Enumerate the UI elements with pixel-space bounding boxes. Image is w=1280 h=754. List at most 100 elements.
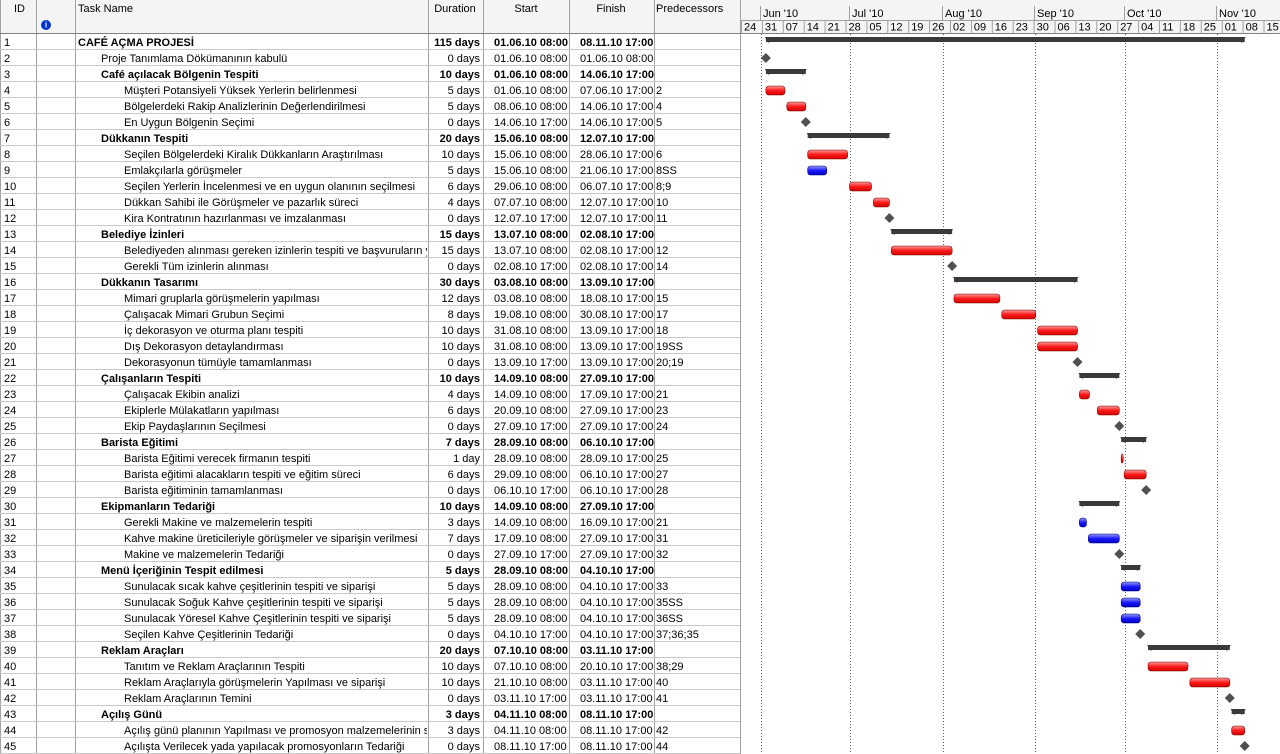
task-name: Café açılacak Bölgenin Tespiti bbox=[101, 69, 259, 81]
week-label: 12 bbox=[890, 21, 902, 33]
task-duration: 15 days bbox=[441, 245, 480, 257]
summary-end bbox=[890, 229, 899, 235]
task-name: Çalışanların Tespiti bbox=[101, 373, 201, 385]
table-header bbox=[0, 0, 740, 34]
task-name: Barista eğitiminin tamamlanması bbox=[124, 485, 283, 497]
task-name: Ekip Paydaşlarının Seçilmesi bbox=[124, 421, 266, 433]
summary-end bbox=[798, 69, 807, 75]
task-id: 11 bbox=[4, 197, 15, 209]
task-start: 14.09.10 08:00 bbox=[494, 517, 567, 529]
column-header[interactable]: Predecessors bbox=[656, 3, 724, 15]
task-predecessors: 5 bbox=[656, 117, 662, 129]
task-finish: 04.10.10 17:00 bbox=[580, 581, 653, 593]
task-duration: 0 days bbox=[448, 421, 481, 433]
task-predecessors: 32 bbox=[656, 549, 668, 561]
task-id: 15 bbox=[4, 261, 16, 273]
task-finish: 14.06.10 17:00 bbox=[580, 117, 653, 129]
task-start: 28.09.10 08:00 bbox=[494, 613, 567, 625]
column-header[interactable]: Task Name bbox=[78, 3, 133, 15]
task-finish: 08.11.10 17:00 bbox=[580, 725, 653, 737]
task-finish: 27.09.10 17:00 bbox=[580, 405, 653, 417]
task-name: Açılış günü planının Yapılması ve promos… bbox=[124, 725, 438, 737]
column-header[interactable]: Finish bbox=[596, 3, 625, 15]
task-finish: 13.09.10 17:00 bbox=[580, 277, 654, 289]
task-duration: 0 days bbox=[448, 629, 481, 641]
task-duration: 0 days bbox=[448, 261, 481, 273]
task-bar bbox=[1123, 469, 1147, 480]
task-start: 13.07.10 08:00 bbox=[494, 229, 568, 241]
task-finish: 27.09.10 17:00 bbox=[580, 421, 653, 433]
task-finish: 20.10.10 17:00 bbox=[580, 661, 653, 673]
task-predecessors: 42 bbox=[656, 725, 668, 737]
task-id: 34 bbox=[4, 565, 16, 577]
task-duration: 10 days bbox=[440, 501, 480, 513]
task-name: Sunulacak Soğuk Kahve çeşitlerinin tespi… bbox=[124, 597, 383, 609]
task-start: 13.07.10 08:00 bbox=[494, 245, 567, 257]
task-finish: 03.11.10 17:00 bbox=[580, 693, 653, 705]
summary-end bbox=[1237, 37, 1246, 43]
column-header[interactable]: Duration bbox=[434, 3, 476, 15]
task-bar bbox=[765, 85, 786, 96]
task-bar bbox=[1096, 405, 1120, 416]
summary-end bbox=[1237, 709, 1246, 715]
task-start: 28.09.10 08:00 bbox=[494, 581, 567, 593]
task-duration: 6 days bbox=[448, 405, 481, 417]
task-start: 15.06.10 08:00 bbox=[494, 149, 567, 161]
task-predecessors: 24 bbox=[656, 421, 668, 433]
task-predecessors: 19SS bbox=[656, 341, 683, 353]
task-finish: 14.06.10 17:00 bbox=[580, 101, 653, 113]
task-duration: 3 days bbox=[448, 517, 481, 529]
task-name: Tanıtım ve Reklam Araçlarının Tespiti bbox=[124, 661, 305, 673]
task-predecessors: 17 bbox=[656, 309, 668, 321]
task-id: 27 bbox=[4, 453, 16, 465]
task-start: 03.11.10 17:00 bbox=[494, 693, 567, 705]
column-header[interactable]: Start bbox=[514, 3, 537, 15]
week-label: 16 bbox=[995, 21, 1007, 33]
week-label: 07 bbox=[786, 21, 798, 33]
task-start: 21.10.10 08:00 bbox=[494, 677, 567, 689]
milestone bbox=[1114, 421, 1125, 431]
task-id: 17 bbox=[4, 293, 16, 305]
task-duration: 0 days bbox=[448, 53, 481, 65]
task-predecessors: 33 bbox=[656, 581, 668, 593]
summary-end bbox=[945, 229, 954, 235]
task-finish: 28.09.10 17:00 bbox=[580, 453, 653, 465]
task-id: 44 bbox=[4, 725, 16, 737]
task-start: 29.06.10 08:00 bbox=[494, 181, 567, 193]
task-start: 17.09.10 08:00 bbox=[494, 533, 567, 545]
summary-end bbox=[1078, 373, 1087, 379]
task-predecessors: 23 bbox=[656, 405, 668, 417]
summary-end bbox=[764, 69, 773, 75]
task-id: 7 bbox=[4, 133, 10, 145]
summary-bar bbox=[807, 133, 890, 138]
task-predecessors: 28 bbox=[656, 485, 668, 497]
task-name: Seçilen Bölgelerdeki Kiralık Dükkanların… bbox=[124, 149, 383, 161]
week-label: 18 bbox=[1183, 21, 1195, 33]
task-start: 14.09.10 08:00 bbox=[494, 501, 568, 513]
task-start: 12.07.10 17:00 bbox=[494, 213, 567, 225]
task-id: 16 bbox=[4, 277, 16, 289]
task-predecessors: 12 bbox=[656, 245, 668, 257]
task-id: 4 bbox=[4, 85, 10, 97]
summary-end bbox=[764, 37, 773, 43]
task-duration: 5 days bbox=[446, 565, 480, 577]
task-id: 10 bbox=[4, 181, 16, 193]
task-id: 32 bbox=[4, 533, 16, 545]
task-name: Gerekli Tüm izinlerin alınması bbox=[124, 261, 269, 273]
task-name: Belediye İzinleri bbox=[101, 228, 184, 241]
column-header[interactable]: ID bbox=[14, 3, 25, 15]
week-label: 02 bbox=[953, 21, 965, 33]
task-bar bbox=[1189, 677, 1231, 688]
milestone bbox=[1114, 549, 1125, 559]
task-duration: 0 days bbox=[448, 549, 481, 561]
task-duration: 20 days bbox=[440, 645, 480, 657]
task-finish: 28.06.10 17:00 bbox=[580, 149, 653, 161]
task-duration: 1 day bbox=[453, 453, 480, 465]
task-finish: 06.10.10 17:00 bbox=[580, 485, 653, 497]
task-finish: 12.07.10 17:00 bbox=[580, 133, 654, 145]
task-duration: 0 days bbox=[448, 485, 481, 497]
task-finish: 30.08.10 17:00 bbox=[580, 309, 653, 321]
month-label: Sep '10 bbox=[1037, 8, 1074, 20]
task-name: Ekipmanların Tedariği bbox=[101, 501, 215, 513]
task-finish: 18.08.10 17:00 bbox=[580, 293, 653, 305]
